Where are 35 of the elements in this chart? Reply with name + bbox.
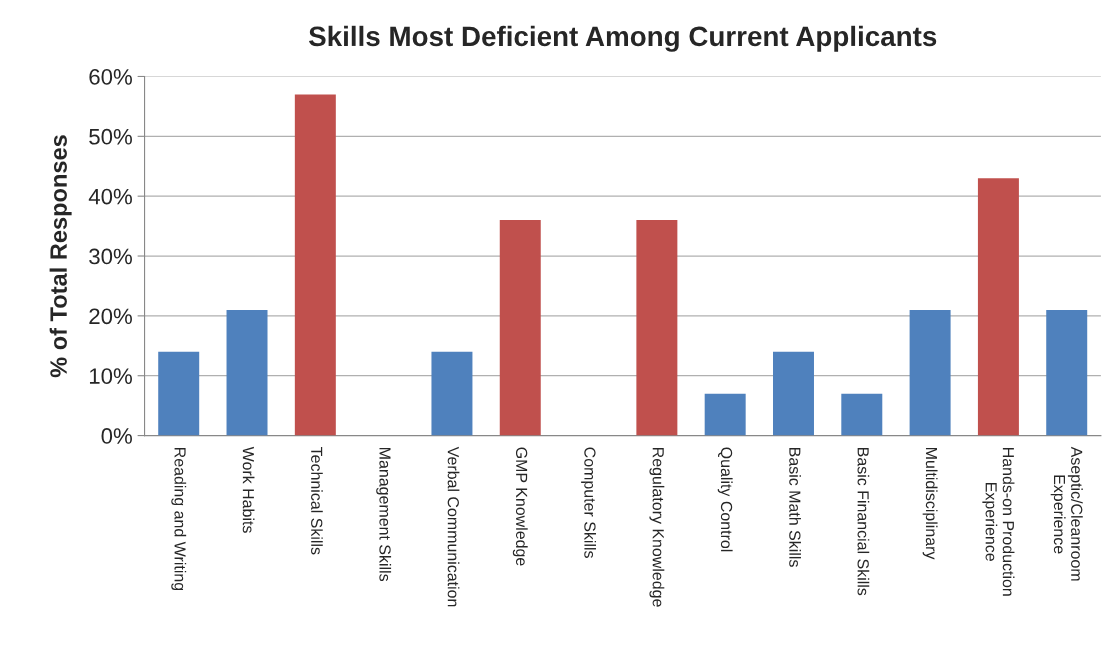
x-tick-label: Computer Skills [581,447,597,558]
x-tick-label: Basic Math Skills [789,448,801,567]
x-tick-label: Basic Financial Skills [857,448,870,596]
bar [499,220,541,436]
y-tick-label: 10% [89,368,132,384]
x-tick-label: Technical Skills [311,447,323,555]
bar [294,94,336,436]
bar [909,309,951,436]
y-tick-label: 20% [89,308,132,325]
bar [1046,309,1088,436]
x-tick-label: Hands-on Production Experience [982,448,1015,596]
bar [226,309,268,436]
bar [431,351,473,436]
x-tick-label: Multidisciplinary [922,448,938,560]
x-tick-label: Verbal Communication [447,446,460,607]
y-tick-label: 30% [89,248,132,265]
y-tick-label: 40% [88,188,132,205]
chart-title: Skills Most Deficient Among Current Applicants [308,25,937,52]
x-tick-label: GMP Knowledge [512,447,528,566]
y-tick-label: 0% [101,428,132,444]
bar [704,393,746,436]
x-tick-label: Aseptic/Cleanroom Experience [1050,446,1083,581]
bar [977,178,1019,436]
x-tick-label: Management Skills [376,448,392,582]
bar [636,220,678,436]
bar [841,393,883,436]
x-tick-label: Reading and Writing [171,448,187,591]
y-axis-title: % of Total Responses [49,135,72,378]
y-tick-label: 50% [89,128,132,145]
x-tick-label: Regulatory Knowledge [649,448,665,607]
x-tick-label: Quality Control [717,447,733,552]
x-tick-label: Work Habits [242,446,255,533]
y-tick-label: 60% [89,69,132,85]
bar [773,351,814,436]
bar [158,351,200,436]
